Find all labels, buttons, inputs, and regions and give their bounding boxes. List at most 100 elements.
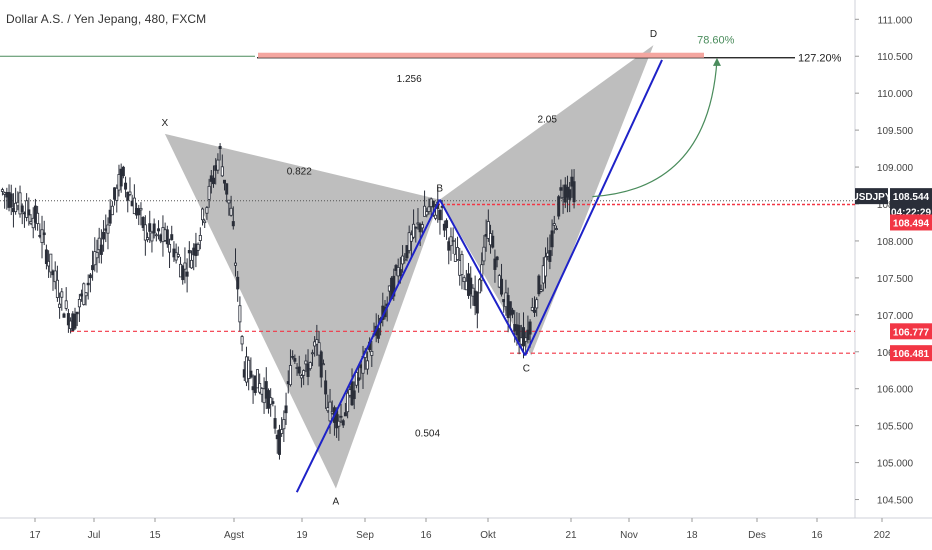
- candle-body: [495, 256, 499, 261]
- time-tick-label: 16: [420, 530, 432, 541]
- pattern-point-label-b: B: [436, 184, 443, 195]
- candle-body: [196, 243, 200, 251]
- chart-title: Dollar A.S. / Yen Jepang, 480, FXCM: [6, 12, 207, 26]
- candle-body: [27, 209, 31, 216]
- candle-body: [168, 243, 172, 253]
- candle-body: [25, 200, 29, 218]
- symbol-badge: USDJPY: [851, 192, 891, 203]
- candle-body: [55, 279, 59, 298]
- candle-body: [365, 360, 369, 370]
- candle-body: [187, 250, 191, 254]
- candle-body: [143, 224, 147, 241]
- candle-body: [75, 311, 79, 315]
- candle-body: [434, 214, 438, 219]
- trendline-b-c: [438, 199, 527, 356]
- candle-body: [288, 365, 292, 386]
- candle-body: [438, 209, 442, 221]
- candle-body: [302, 370, 306, 376]
- candle-body: [500, 278, 504, 295]
- pattern-ratio-label: 0.822: [287, 166, 312, 177]
- time-tick-label: Sep: [356, 530, 374, 541]
- candle-body: [185, 271, 189, 277]
- candle-body: [220, 166, 224, 177]
- time-tick-label: 17: [29, 530, 41, 541]
- candle-body: [451, 240, 455, 242]
- candle-body: [539, 289, 543, 292]
- time-tick-label: Okt: [480, 530, 496, 541]
- candle-body: [258, 383, 262, 393]
- candle-body: [346, 392, 350, 413]
- candle-body: [491, 235, 495, 248]
- candle-body: [165, 229, 169, 245]
- candle-body: [137, 208, 141, 216]
- price-tick-label: 107.000: [877, 311, 914, 322]
- candle-body: [97, 237, 101, 251]
- symbol-badge-bg: [855, 188, 888, 205]
- candle-body: [425, 211, 429, 216]
- pattern-ratio-label: 0.504: [415, 429, 440, 440]
- candle-body: [218, 145, 222, 150]
- candle-body: [247, 359, 251, 379]
- trendline-c-d: [524, 59, 663, 356]
- candle-body: [44, 249, 48, 264]
- candle-body: [445, 220, 449, 229]
- candle-body: [475, 291, 479, 314]
- candle-body: [277, 429, 281, 455]
- time-tick-label: Nov: [620, 530, 638, 541]
- price-tick-label: 104.500: [877, 496, 914, 507]
- candle-body: [280, 429, 284, 434]
- price-tick-label: 110.500: [877, 52, 913, 63]
- candle-body: [255, 369, 259, 389]
- candle-body: [315, 339, 319, 345]
- candle-body: [530, 307, 534, 311]
- candle-body: [106, 224, 110, 234]
- candle-body: [62, 313, 66, 318]
- candle-body: [146, 237, 150, 241]
- time-tick-label: Agst: [224, 530, 244, 541]
- candle-body: [119, 168, 123, 187]
- candle-body: [528, 321, 532, 335]
- pattern-point-label-c: C: [523, 363, 530, 374]
- candle-body: [249, 370, 253, 378]
- candle-body: [559, 187, 563, 191]
- candle-body: [99, 244, 103, 255]
- candle-body: [462, 277, 466, 282]
- candle-body: [157, 228, 161, 232]
- candle-body: [216, 159, 220, 171]
- candle-body: [115, 187, 119, 201]
- candle-body: [240, 336, 244, 345]
- candle-body: [18, 192, 22, 215]
- candle-body: [416, 222, 420, 225]
- candle-body: [121, 166, 125, 177]
- pattern-ratio-label: 2.05: [537, 115, 557, 126]
- price-badge-106481-bg: [890, 345, 932, 362]
- price-badge-106481: 106.481: [893, 349, 930, 360]
- candle-body: [236, 276, 240, 290]
- candle-body: [403, 258, 407, 261]
- time-tick-label: 18: [686, 530, 698, 541]
- price-tick-label: 109.000: [877, 163, 914, 174]
- candle-body: [233, 262, 237, 266]
- price-badge-108494: 108.494: [893, 218, 930, 229]
- time-tick-label: 202: [874, 530, 891, 541]
- candle-body: [414, 226, 418, 229]
- candle-body: [478, 279, 482, 294]
- candle-body: [95, 252, 99, 259]
- target-zone: [258, 52, 704, 58]
- pattern-triangle-xab: [164, 133, 440, 489]
- candle-body: [412, 223, 416, 238]
- candle-body: [102, 231, 106, 240]
- candle-body: [198, 235, 202, 241]
- projection-label: 78.60%: [697, 34, 735, 46]
- candle-body: [376, 328, 380, 339]
- candle-body: [460, 254, 464, 275]
- candle-body: [139, 207, 143, 211]
- candle-body: [409, 234, 413, 242]
- candle-body: [264, 381, 268, 399]
- projection-arrowhead: [712, 57, 721, 66]
- price-tick-label: 108.000: [877, 237, 914, 248]
- candle-body: [190, 259, 194, 269]
- candle-body: [392, 275, 396, 297]
- pattern-ratio-label: 1.256: [397, 74, 422, 85]
